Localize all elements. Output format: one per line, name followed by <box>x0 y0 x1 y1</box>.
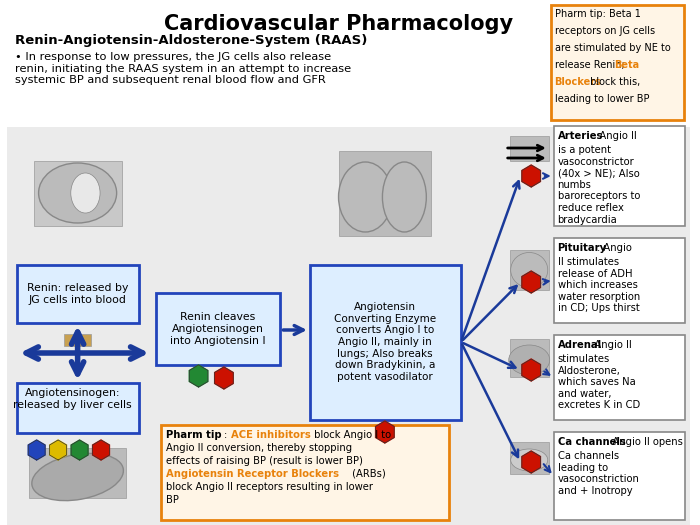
Polygon shape <box>522 359 540 381</box>
Text: : Angio: : Angio <box>597 243 632 253</box>
Text: release Renin;: release Renin; <box>554 60 627 70</box>
Ellipse shape <box>38 163 117 223</box>
Text: Cardiovascular Pharmacology: Cardiovascular Pharmacology <box>164 14 514 34</box>
Polygon shape <box>376 421 394 443</box>
Polygon shape <box>28 440 45 460</box>
Text: leading to lower BP: leading to lower BP <box>554 94 649 104</box>
Ellipse shape <box>509 345 550 375</box>
FancyBboxPatch shape <box>554 238 685 323</box>
FancyBboxPatch shape <box>310 265 461 420</box>
FancyBboxPatch shape <box>510 250 549 290</box>
Text: receptors on JG cells: receptors on JG cells <box>554 26 654 36</box>
FancyBboxPatch shape <box>155 293 281 365</box>
Ellipse shape <box>511 449 548 471</box>
Text: :: : <box>224 430 230 440</box>
FancyBboxPatch shape <box>510 135 549 161</box>
Text: Angiotensin
Converting Enzyme
converts Angio I to
Angio II, mainly in
lungs; Als: Angiotensin Converting Enzyme converts A… <box>334 302 436 382</box>
Text: block Angio I to: block Angio I to <box>311 430 391 440</box>
Polygon shape <box>71 440 88 460</box>
FancyBboxPatch shape <box>162 425 449 520</box>
Text: • In response to low pressures, the JG cells also release
renin, initiating the : • In response to low pressures, the JG c… <box>15 52 351 85</box>
Text: Angiotensinogen:
released by liver cells: Angiotensinogen: released by liver cells <box>13 388 132 410</box>
FancyBboxPatch shape <box>554 432 685 520</box>
FancyBboxPatch shape <box>554 126 685 226</box>
Text: Angiotensin Receptor Blockers: Angiotensin Receptor Blockers <box>167 469 340 479</box>
Text: II stimulates
release of ADH
which increases
water resorption
in CD; Ups thirst: II stimulates release of ADH which incre… <box>557 257 640 313</box>
Text: Arteries: Arteries <box>557 131 603 141</box>
Text: stimulates
Aldosterone,
which saves Na
and water,
excretes K in CD: stimulates Aldosterone, which saves Na a… <box>557 354 640 411</box>
FancyBboxPatch shape <box>510 339 549 377</box>
Text: : Angio II opens: : Angio II opens <box>606 437 682 447</box>
Text: Pharm tip: Beta 1: Pharm tip: Beta 1 <box>554 9 640 19</box>
FancyBboxPatch shape <box>551 5 685 120</box>
Text: Angio II conversion, thereby stopping: Angio II conversion, thereby stopping <box>167 443 353 453</box>
Text: Renin: released by
JG cells into blood: Renin: released by JG cells into blood <box>27 283 128 305</box>
FancyBboxPatch shape <box>510 442 549 474</box>
Text: block this,: block this, <box>587 77 640 87</box>
Text: Ca channels: Ca channels <box>557 437 625 447</box>
Text: Adrenal: Adrenal <box>557 340 601 350</box>
Text: are stimulated by NE to: are stimulated by NE to <box>554 43 671 53</box>
Ellipse shape <box>339 162 392 232</box>
Polygon shape <box>522 271 540 293</box>
Ellipse shape <box>71 173 100 213</box>
Text: (ARBs): (ARBs) <box>349 469 386 479</box>
Ellipse shape <box>382 162 426 232</box>
Ellipse shape <box>32 454 123 501</box>
Text: BP: BP <box>167 495 179 505</box>
FancyBboxPatch shape <box>17 383 139 433</box>
FancyBboxPatch shape <box>17 265 139 323</box>
Text: Blockers: Blockers <box>554 77 601 87</box>
Text: Pharm tip: Pharm tip <box>167 430 222 440</box>
FancyBboxPatch shape <box>8 127 690 525</box>
Polygon shape <box>522 165 540 187</box>
Text: is a potent
vasoconstrictor
(40x > NE); Also
numbs
baroreceptors to
reduce refle: is a potent vasoconstrictor (40x > NE); … <box>557 145 640 225</box>
Text: block Angio II receptors resulting in lower: block Angio II receptors resulting in lo… <box>167 482 373 492</box>
Text: Pituitary: Pituitary <box>557 243 607 253</box>
Text: : Angio II: : Angio II <box>588 340 632 350</box>
Text: Renin-Angiotensin-Aldosterone-System (RAAS): Renin-Angiotensin-Aldosterone-System (RA… <box>15 34 368 47</box>
Text: Renin cleaves
Angiotensinogen
into Angiotensin I: Renin cleaves Angiotensinogen into Angio… <box>170 312 266 345</box>
Polygon shape <box>50 440 66 460</box>
Text: effects of raising BP (result is lower BP): effects of raising BP (result is lower B… <box>167 456 363 466</box>
FancyBboxPatch shape <box>339 151 431 236</box>
FancyBboxPatch shape <box>554 335 685 420</box>
Text: Ca channels
leading to
vasoconstriction
and + Inotropy: Ca channels leading to vasoconstriction … <box>557 451 639 496</box>
FancyBboxPatch shape <box>34 161 122 226</box>
Ellipse shape <box>511 253 548 288</box>
Polygon shape <box>92 440 109 460</box>
Polygon shape <box>522 451 540 473</box>
Polygon shape <box>215 367 233 389</box>
Text: ACE inhibitors: ACE inhibitors <box>231 430 311 440</box>
FancyBboxPatch shape <box>29 448 127 498</box>
Text: : Angio II: : Angio II <box>593 131 636 141</box>
FancyBboxPatch shape <box>64 334 91 346</box>
Polygon shape <box>189 365 208 387</box>
Text: Beta: Beta <box>615 60 640 70</box>
